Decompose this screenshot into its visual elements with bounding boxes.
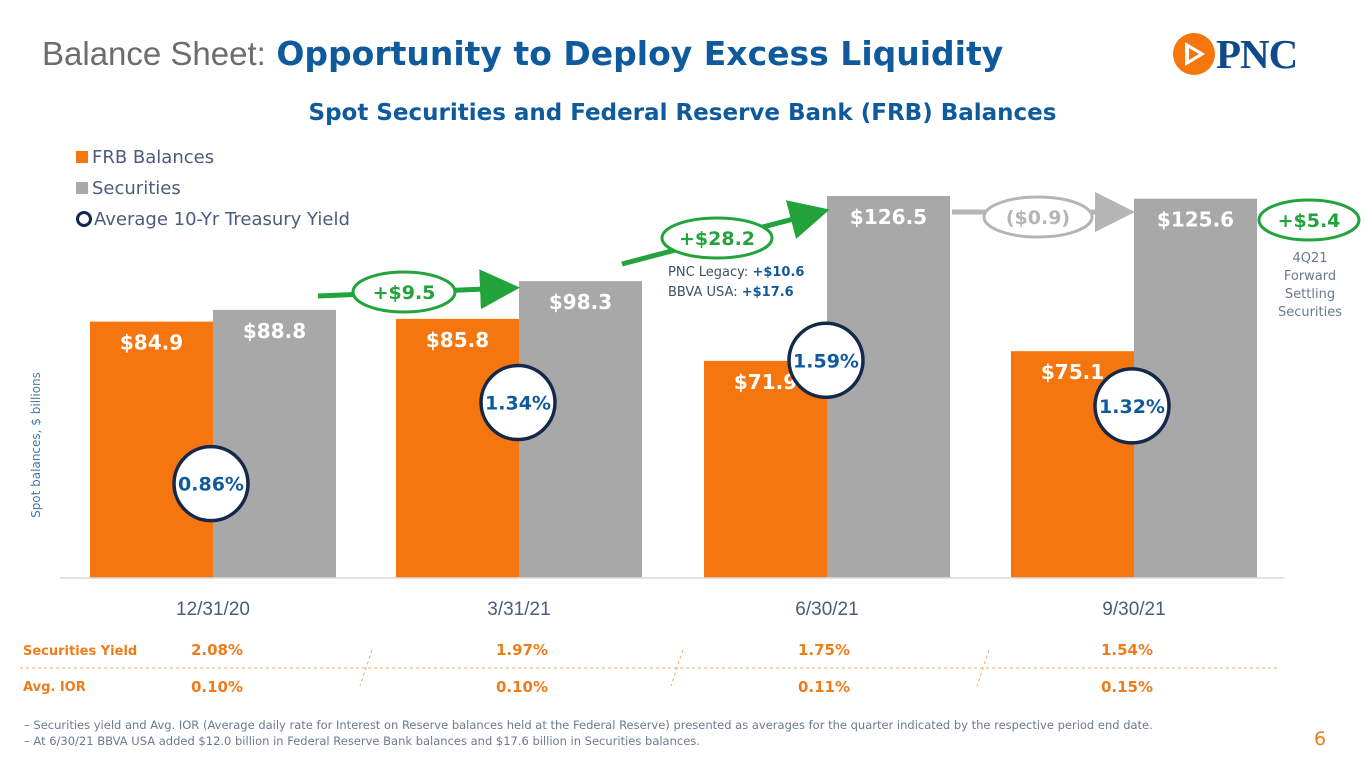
avg-ior-value: 0.11% xyxy=(797,678,851,696)
frb-bar-label: $75.1 xyxy=(1041,360,1104,384)
legend-frb-swatch xyxy=(76,151,88,163)
legend-securities: Securities xyxy=(76,178,181,199)
securities-bar-label: $126.5 xyxy=(850,205,927,229)
frb-bar xyxy=(704,360,827,578)
yield-marker xyxy=(787,321,865,400)
bbva-note: BBVA USA: +$17.6 xyxy=(668,285,794,300)
frb-bar-label: $71.9 xyxy=(734,370,797,394)
change-label: ($0.9) xyxy=(1006,207,1070,229)
logo-text: PNC xyxy=(1216,31,1298,77)
yield-marker xyxy=(172,444,250,523)
table-col-divider xyxy=(359,649,373,687)
change-oval xyxy=(660,216,774,260)
frb-bar-label: $85.8 xyxy=(426,328,489,352)
change-oval xyxy=(1257,198,1361,242)
legend-yield: Average 10-Yr Treasury Yield xyxy=(76,209,350,230)
legend-securities-swatch xyxy=(76,182,88,194)
legend-frb-label: FRB Balances xyxy=(92,147,215,168)
yield-marker xyxy=(1093,367,1171,445)
forward-line: Securities xyxy=(1277,305,1343,320)
yield-label: 1.32% xyxy=(1099,396,1165,418)
x-tick-label: 12/31/20 xyxy=(176,599,250,620)
forward-line: 4Q21 xyxy=(1292,251,1328,266)
bbva-value: +$17.6 xyxy=(741,285,794,300)
pnc-logo-icon xyxy=(1173,33,1215,75)
change-label: +$28.2 xyxy=(679,228,755,250)
footnote-2: – At 6/30/21 BBVA USA added $12.0 billio… xyxy=(24,734,700,748)
pnc-legacy-label: PNC Legacy: xyxy=(668,265,753,280)
x-tick-label: 9/30/21 xyxy=(1102,599,1165,620)
yield-marker xyxy=(479,363,557,442)
title-main: Opportunity to Deploy Excess Liquidity xyxy=(276,34,1004,73)
legend-frb: FRB Balances xyxy=(76,147,214,168)
securities-yield-value: 1.75% xyxy=(797,641,851,659)
yield-label: 1.59% xyxy=(793,350,859,372)
title-prefix: Balance Sheet: xyxy=(42,35,266,72)
legend-securities-label: Securities xyxy=(92,178,181,199)
change-label: +$9.5 xyxy=(373,282,436,304)
change-oval xyxy=(982,195,1094,239)
x-tick-label: 6/30/21 xyxy=(795,599,858,620)
securities-yield-value: 1.54% xyxy=(1100,641,1154,659)
securities-bar-label: $88.8 xyxy=(243,319,306,343)
table-col-divider xyxy=(976,649,990,687)
securities-bar-label: $125.6 xyxy=(1157,208,1234,232)
pnc-legacy-note: PNC Legacy: +$10.6 xyxy=(668,265,804,280)
avg-ior-label: Avg. IOR xyxy=(23,680,86,695)
securities-yield-value: 2.08% xyxy=(190,641,244,659)
avg-ior-value: 0.10% xyxy=(495,678,549,696)
forward-settling-note: 4Q21 Forward Settling Securities xyxy=(1265,250,1355,322)
forward-line: Settling xyxy=(1284,287,1336,302)
legend-yield-label: Average 10-Yr Treasury Yield xyxy=(94,209,350,230)
x-tick-label: 3/31/21 xyxy=(487,599,550,620)
page-title: Balance Sheet: Opportunity to Deploy Exc… xyxy=(42,34,1003,73)
yield-label: 1.34% xyxy=(485,393,551,415)
securities-bar xyxy=(213,309,336,578)
frb-bar-label: $84.9 xyxy=(120,331,183,355)
legend-yield-marker xyxy=(76,211,92,227)
forward-line: Forward xyxy=(1283,269,1337,284)
avg-ior-value: 0.15% xyxy=(1100,678,1154,696)
pnc-legacy-value: +$10.6 xyxy=(752,265,805,280)
page-number: 6 xyxy=(1313,728,1327,750)
securities-yield-value: 1.97% xyxy=(495,641,549,659)
table-col-divider xyxy=(670,649,684,687)
pnc-logo: PNC xyxy=(1172,30,1332,78)
yield-label: 0.86% xyxy=(178,474,244,496)
change-oval xyxy=(351,270,457,314)
bbva-label: BBVA USA: xyxy=(668,285,742,300)
chart-title: Spot Securities and Federal Reserve Bank… xyxy=(308,100,1057,126)
securities-yield-label: Securities Yield xyxy=(23,644,138,659)
change-label: +$5.4 xyxy=(1278,210,1341,232)
frb-bar xyxy=(396,318,519,578)
securities-bar-label: $98.3 xyxy=(549,290,612,314)
avg-ior-value: 0.10% xyxy=(190,678,244,696)
footnote-1: – Securities yield and Avg. IOR (Average… xyxy=(24,718,1153,732)
